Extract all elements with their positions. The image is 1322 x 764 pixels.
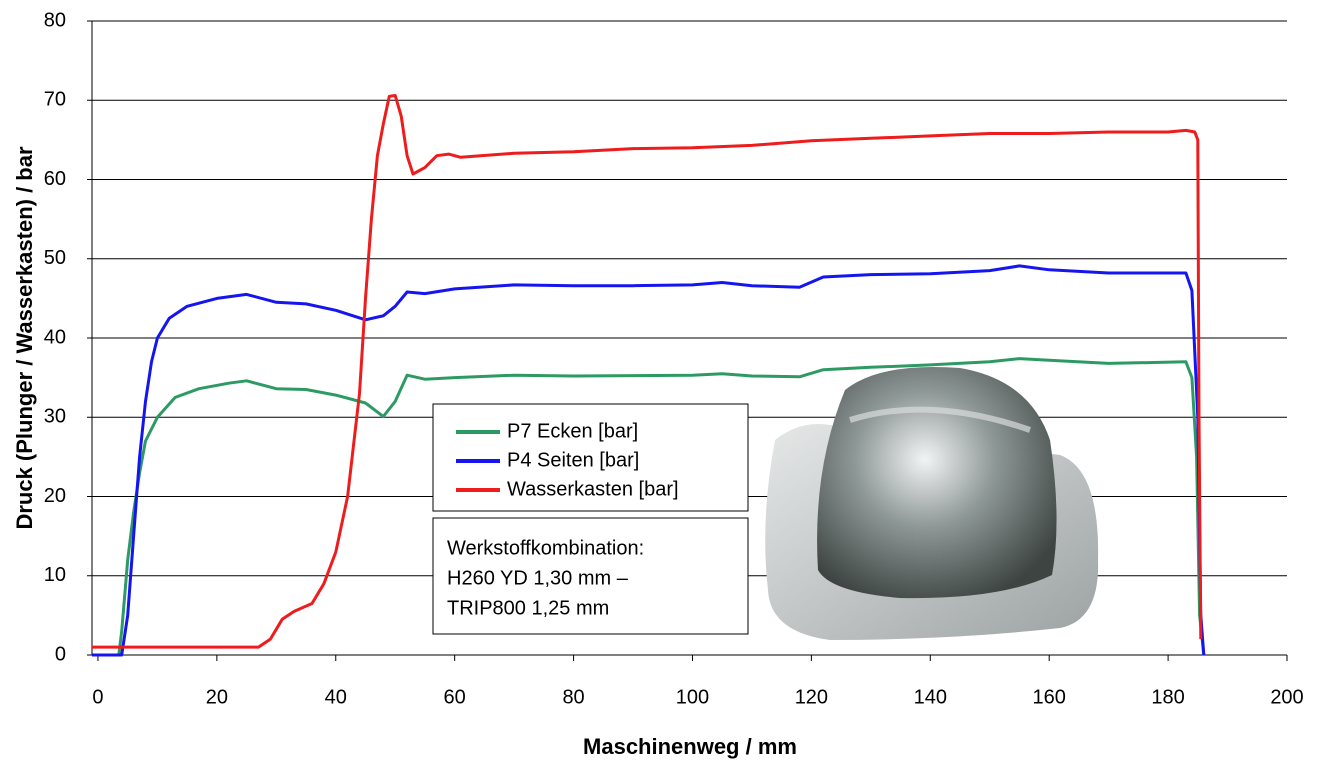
x-tick-label: 60 [444, 686, 466, 708]
y-tick-label: 60 [44, 168, 66, 190]
annotation-box [432, 517, 749, 635]
legend-box [432, 403, 749, 512]
annotation-text: Werkstoffkombination: [447, 537, 644, 559]
y-tick-label: 70 [44, 89, 66, 111]
annotation: Werkstoffkombination: H260 YD 1,30 mm – … [432, 517, 749, 635]
legend-label: P7 Ecken [bar] [507, 420, 638, 442]
y-tick-label: 30 [44, 406, 66, 428]
part-highlight [849, 406, 1031, 433]
y-tick-label: 0 [55, 643, 66, 665]
x-tick-label: 100 [676, 686, 709, 708]
y-tick-label: 10 [44, 564, 66, 586]
data-line [92, 264, 1206, 657]
y-tick-label: 40 [44, 326, 66, 348]
x-tick-label: 200 [1270, 686, 1303, 708]
y-tick-label: 20 [44, 485, 66, 507]
x-tick-label: 40 [325, 686, 347, 708]
x-tick-label: 120 [795, 686, 828, 708]
x-tick-label: 160 [1033, 686, 1066, 708]
x-tick-label: 0 [92, 686, 103, 708]
legend-label: P4 Seiten [bar] [507, 449, 639, 471]
annotation-text: TRIP800 1,25 mm [447, 597, 609, 619]
x-axis-title: Maschinenweg / mm [583, 734, 797, 759]
y-tick-label: 50 [44, 247, 66, 269]
x-tick-label: 180 [1151, 686, 1184, 708]
data-line [92, 94, 1203, 649]
y-axis-title: Druck (Plunger / Wasserkasten) / bar [12, 146, 37, 530]
x-tick-label: 80 [562, 686, 584, 708]
data-line [92, 357, 1206, 657]
x-tick-label: 20 [206, 686, 228, 708]
annotation-text: H260 YD 1,30 mm – [447, 567, 629, 589]
y-tick-label: 80 [44, 9, 66, 31]
x-tick-label: 140 [914, 686, 947, 708]
legend-label: Wasserkasten [bar] [507, 478, 679, 500]
legend: P7 Ecken [bar] P4 Seiten [bar] Wasserkaste… [432, 403, 749, 512]
lines [92, 94, 1206, 657]
part-body [817, 366, 1057, 599]
part-photo [765, 366, 1099, 640]
